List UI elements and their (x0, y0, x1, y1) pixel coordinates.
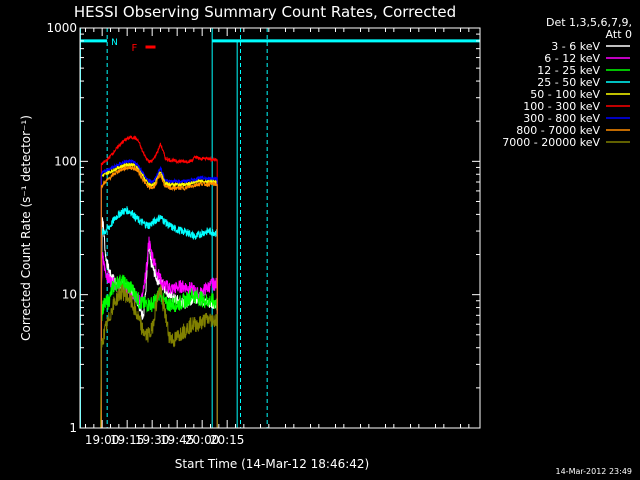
series-line-7 (100, 164, 218, 428)
chart-title: HESSI Observing Summary Count Rates, Cor… (74, 3, 456, 21)
x-tick-label: 19:30 (135, 433, 170, 447)
legend-label-2: 12 - 25 keV (537, 64, 600, 77)
legend-label-7: 800 - 7000 keV (516, 124, 600, 137)
night-label: N (111, 38, 118, 48)
series-line-6 (100, 158, 218, 428)
series-line-3 (100, 206, 218, 428)
y-tick-label: 1 (69, 421, 77, 435)
x-tick-label: 19:45 (160, 433, 195, 447)
series-line-5 (100, 135, 218, 428)
legend-label-5: 100 - 300 keV (523, 100, 600, 113)
legend-label-6: 300 - 800 keV (523, 112, 600, 125)
legend-label-3: 25 - 50 keV (537, 76, 600, 89)
y-tick-label: 1000 (46, 21, 77, 35)
x-tick-label: 20:00 (185, 433, 220, 447)
y-tick-label: 10 (62, 288, 77, 302)
x-tick-label: 20:15 (210, 433, 245, 447)
legend-header-line2: Att 0 (606, 28, 632, 41)
legend-label-8: 7000 - 20000 keV (502, 136, 600, 149)
x-axis-label: Start Time (14-Mar-12 18:46:42) (175, 457, 369, 471)
series-line-2 (100, 274, 218, 428)
y-tick-label: 100 (54, 154, 77, 168)
flare-label: F (132, 43, 138, 54)
legend-label-1: 6 - 12 keV (544, 52, 600, 65)
legend-label-0: 3 - 6 keV (551, 40, 600, 53)
series-line-4 (100, 161, 218, 428)
x-tick-label: 19:15 (110, 433, 145, 447)
timestamp: 14-Mar-2012 23:49 (556, 467, 633, 476)
series-group (100, 135, 218, 428)
legend-header-line1: Det 1,3,5,6,7,9, (546, 16, 632, 29)
legend-label-4: 50 - 100 keV (530, 88, 600, 101)
series-line-8 (100, 284, 218, 428)
x-tick-label: 19:00 (85, 433, 120, 447)
y-axis-label: Corrected Count Rate (s⁻¹ detector⁻¹) (19, 115, 33, 341)
plot-frame (79, 27, 481, 429)
